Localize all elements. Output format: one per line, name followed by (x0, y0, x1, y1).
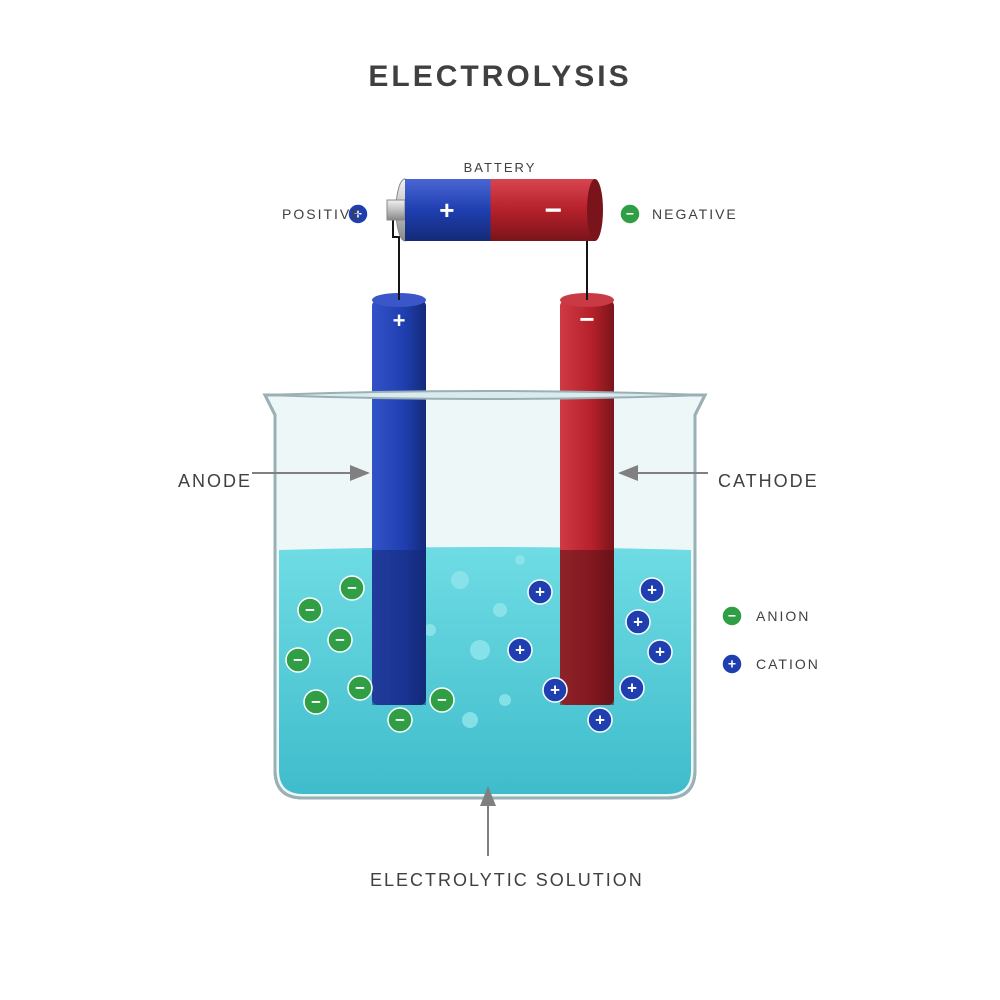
svg-text:−: − (728, 608, 736, 624)
svg-text:+: + (439, 195, 454, 225)
positive-label: POSITIVE (282, 206, 363, 222)
battery-label: BATTERY (464, 160, 537, 175)
svg-text:−: − (355, 678, 365, 697)
battery: + − (387, 179, 603, 241)
svg-text:−: − (395, 710, 405, 729)
anode-label: ANODE (178, 471, 252, 492)
svg-text:+: + (633, 612, 643, 631)
svg-text:−: − (305, 600, 315, 619)
svg-text:+: + (550, 680, 560, 699)
anion-label: ANION (756, 608, 810, 624)
svg-text:+: + (728, 656, 736, 672)
cathode-electrode: − (560, 293, 614, 705)
svg-text:−: − (626, 206, 634, 222)
negative-label: NEGATIVE (652, 206, 738, 222)
svg-text:+: + (655, 642, 665, 661)
svg-text:+: + (647, 580, 657, 599)
svg-text:+: + (627, 678, 637, 697)
svg-text:−: − (544, 194, 562, 227)
svg-text:−: − (437, 690, 447, 709)
svg-text:+: + (515, 640, 525, 659)
beaker (265, 395, 705, 798)
svg-text:−: − (293, 650, 303, 669)
svg-text:−: − (579, 304, 594, 334)
svg-text:+: + (535, 582, 545, 601)
cathode-label: CATHODE (718, 471, 819, 492)
svg-text:+: + (393, 308, 406, 333)
svg-text:−: − (347, 578, 357, 597)
svg-text:+: + (595, 710, 605, 729)
cation-label: CATION (756, 656, 820, 672)
svg-text:−: − (311, 692, 321, 711)
anode-electrode: + (372, 293, 426, 705)
svg-text:−: − (335, 630, 345, 649)
electrolysis-diagram: + − −−−−−−−− ++++++++ + − +−−+ (0, 0, 1000, 1000)
solution-label: ELECTROLYTIC SOLUTION (370, 870, 644, 891)
